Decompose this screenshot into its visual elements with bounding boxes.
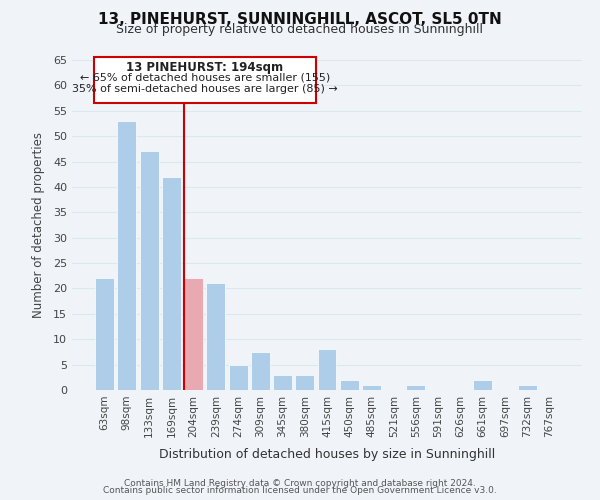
FancyBboxPatch shape [94,58,316,103]
Bar [251,352,270,390]
Bar [340,380,359,390]
Bar [273,375,292,390]
Text: Contains HM Land Registry data © Crown copyright and database right 2024.: Contains HM Land Registry data © Crown c… [124,478,476,488]
X-axis label: Distribution of detached houses by size in Sunninghill: Distribution of detached houses by size … [159,448,495,461]
Bar [162,177,181,390]
Text: 35% of semi-detached houses are larger (85) →: 35% of semi-detached houses are larger (… [72,84,338,94]
Bar [518,385,536,390]
Bar [184,278,203,390]
Bar [295,375,314,390]
Bar [118,121,136,390]
Bar [362,385,381,390]
Text: 13 PINEHURST: 194sqm: 13 PINEHURST: 194sqm [126,61,283,74]
Y-axis label: Number of detached properties: Number of detached properties [32,132,44,318]
Text: Size of property relative to detached houses in Sunninghill: Size of property relative to detached ho… [116,24,484,36]
Bar [406,385,425,390]
Text: ← 65% of detached houses are smaller (155): ← 65% of detached houses are smaller (15… [80,72,330,83]
Text: 13, PINEHURST, SUNNINGHILL, ASCOT, SL5 0TN: 13, PINEHURST, SUNNINGHILL, ASCOT, SL5 0… [98,12,502,28]
Text: Contains public sector information licensed under the Open Government Licence v3: Contains public sector information licen… [103,486,497,495]
Bar [206,284,225,390]
Bar [140,152,158,390]
Bar [229,364,248,390]
Bar [95,278,114,390]
Bar [473,380,492,390]
Bar [317,350,337,390]
